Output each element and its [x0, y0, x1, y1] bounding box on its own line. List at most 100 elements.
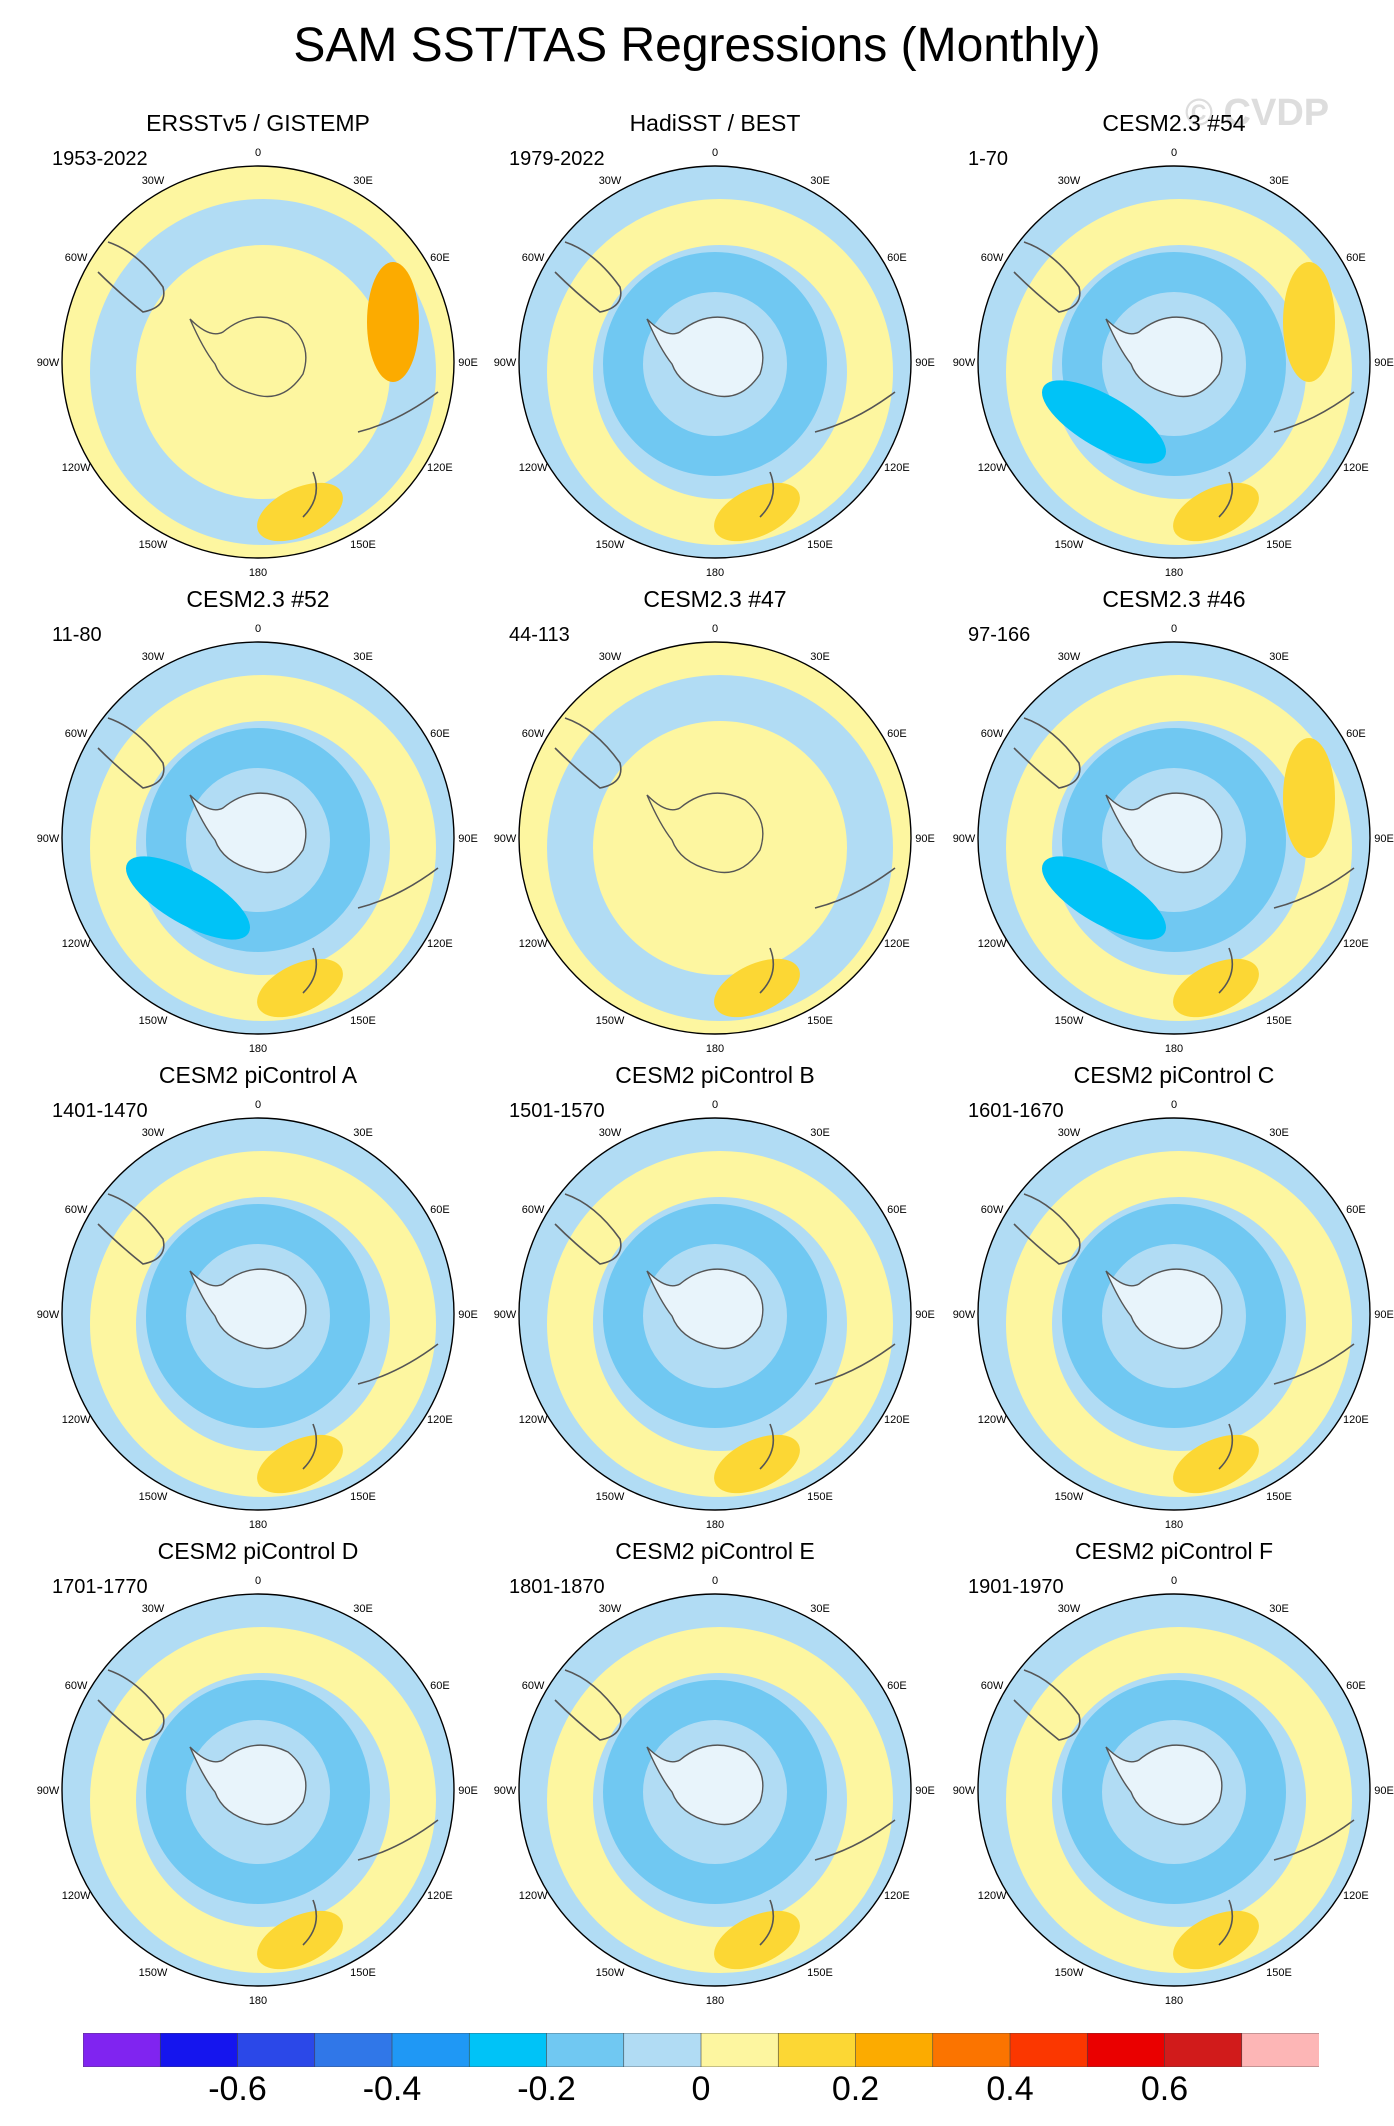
regression-band — [603, 728, 827, 952]
map-boundary — [977, 1593, 1371, 1987]
negative-anomaly — [125, 856, 250, 940]
positive-anomaly — [714, 958, 800, 1018]
map-boundary — [977, 165, 1371, 559]
panel-years: 1901-1970 — [968, 1576, 1064, 1598]
longitude-label: 60E — [430, 728, 450, 740]
map-panel: CESM2.3 #52 11-80 0 30E 60E 90E 120E 150E 180 150… — [28, 586, 488, 1056]
longitude-label: 120W — [519, 462, 548, 474]
positive-anomaly — [257, 1910, 343, 1970]
map-panel: CESM2.3 #46 97-166 0 30E 60E 90E 120E 150E 180 15… — [944, 586, 1394, 1056]
map-panel: CESM2 piControl C 1601-1670 0 30E 60E 90E 120E… — [944, 1062, 1394, 1532]
australia-coastline — [1218, 391, 1355, 518]
longitude-label: 60W — [981, 252, 1004, 264]
longitude-label: 180 — [1165, 1995, 1183, 2007]
panel-years: 1953-2022 — [52, 148, 148, 170]
longitude-label: 150W — [1055, 1015, 1084, 1027]
longitude-label: 120W — [978, 1414, 1007, 1426]
longitude-label: 30E — [353, 1127, 373, 1139]
longitude-label: 180 — [706, 1519, 724, 1531]
longitude-label: 0 — [255, 1099, 261, 1111]
positive-anomaly — [257, 958, 343, 1018]
cvdp-watermark: © CVDP — [1185, 92, 1330, 134]
map-panel: CESM2 piControl B 1501-1570 0 30E 60E 90E 120E… — [485, 1062, 945, 1532]
positive-anomaly — [1173, 482, 1259, 542]
colorbar-segment — [391, 2033, 471, 2067]
longitude-label: 30W — [142, 1603, 165, 1615]
positive-anomaly — [257, 482, 343, 542]
positive-anomaly — [257, 1434, 343, 1494]
positive-anomaly — [1283, 262, 1335, 382]
panel-title: CESM2.3 #54 — [1102, 110, 1246, 136]
longitude-label: 90W — [37, 1309, 60, 1321]
polar-map: 0 30E 60E 90E 120E 150E 180 150W 120W 90W 60W 30W — [494, 1575, 935, 2007]
longitude-label: 90W — [494, 1785, 517, 1797]
south-america-coastline — [554, 1669, 622, 1741]
south-america-coastline — [1013, 241, 1081, 313]
longitude-label: 30W — [142, 1127, 165, 1139]
longitude-label: 60E — [887, 728, 907, 740]
polar-map: 0 30E 60E 90E 120E 150E 180 150W 120W 90W 60W 30W — [953, 1099, 1394, 1531]
longitude-label: 180 — [1165, 1519, 1183, 1531]
longitude-label: 150W — [596, 1967, 625, 1979]
longitude-label: 0 — [1171, 1099, 1177, 1111]
longitude-label: 120E — [1343, 938, 1369, 950]
australia-coastline — [1218, 867, 1355, 994]
longitude-label: 60E — [430, 252, 450, 264]
longitude-label: 30W — [142, 651, 165, 663]
positive-anomaly — [714, 1434, 800, 1494]
polar-map: 0 30E 60E 90E 120E 150E 180 150W 120W 90W 60W 30W — [37, 1575, 478, 2007]
longitude-label: 30E — [1269, 1603, 1289, 1615]
longitude-label: 30W — [1058, 651, 1081, 663]
panel-years: 1701-1770 — [52, 1576, 148, 1598]
map-panel: HadiSST / BEST 1979-2022 0 30E 60E 90E 120E 150… — [485, 110, 945, 580]
australia-coastline — [759, 1819, 896, 1946]
longitude-label: 30E — [353, 175, 373, 187]
colorbar-segment — [314, 2033, 393, 2067]
australia-coastline — [1218, 1343, 1355, 1470]
longitude-label: 120W — [519, 1414, 548, 1426]
longitude-label: 30E — [353, 1603, 373, 1615]
panel-title: ERSSTv5 / GISTEMP — [146, 110, 370, 136]
longitude-label: 30W — [599, 651, 622, 663]
longitude-label: 30W — [1058, 1127, 1081, 1139]
panel-title: CESM2 piControl F — [1074, 1538, 1274, 1564]
longitude-label: 90W — [953, 1785, 976, 1797]
longitude-label: 60W — [65, 728, 88, 740]
panel-title: CESM2.3 #52 — [186, 586, 330, 612]
longitude-label: 150E — [350, 539, 376, 551]
south-america-coastline — [554, 241, 622, 313]
longitude-label: 60E — [887, 252, 907, 264]
polar-map: 0 30E 60E 90E 120E 150E 180 150W 120W 90W 60W 30W — [37, 147, 478, 579]
longitude-label: 90W — [953, 833, 976, 845]
longitude-label: 120E — [1343, 462, 1369, 474]
longitude-label: 90W — [953, 357, 976, 369]
longitude-label: 120W — [519, 938, 548, 950]
longitude-label: 180 — [706, 1043, 724, 1055]
map-panel: CESM2.3 #47 44-113 0 30E 60E 90E 120E 150E 180 15… — [485, 586, 945, 1056]
longitude-label: 120E — [427, 938, 453, 950]
map-boundary — [518, 1593, 912, 1987]
panel-years: 11-80 — [52, 624, 102, 646]
south-america-coastline — [97, 1193, 165, 1265]
colorbar-tick-label: 0 — [691, 2070, 711, 2108]
longitude-label: 60W — [522, 728, 545, 740]
longitude-label: 150W — [139, 1491, 168, 1503]
panel-years: 1-70 — [968, 148, 1009, 170]
regression-band — [146, 1680, 370, 1904]
longitude-label: 150W — [139, 1967, 168, 1979]
polar-map: 0 30E 60E 90E 120E 150E 180 150W 120W 90W 60W 30W — [953, 623, 1394, 1055]
longitude-label: 90W — [37, 357, 60, 369]
colorbar-tick-label: -0.6 — [208, 2070, 267, 2108]
longitude-label: 30W — [599, 1127, 622, 1139]
negative-anomaly — [1042, 380, 1166, 464]
longitude-label: 60E — [430, 1680, 450, 1692]
polar-map: 0 30E 60E 90E 120E 150E 180 150W 120W 90W 60W 30W — [494, 1099, 935, 1531]
panel-title: CESM2.3 #47 — [643, 586, 787, 612]
positive-anomaly — [1283, 738, 1335, 858]
longitude-label: 150W — [596, 1491, 625, 1503]
longitude-label: 60E — [887, 1680, 907, 1692]
map-boundary — [61, 641, 455, 1035]
longitude-label: 30W — [599, 1603, 622, 1615]
map-boundary — [61, 165, 455, 559]
longitude-label: 60E — [430, 1204, 450, 1216]
